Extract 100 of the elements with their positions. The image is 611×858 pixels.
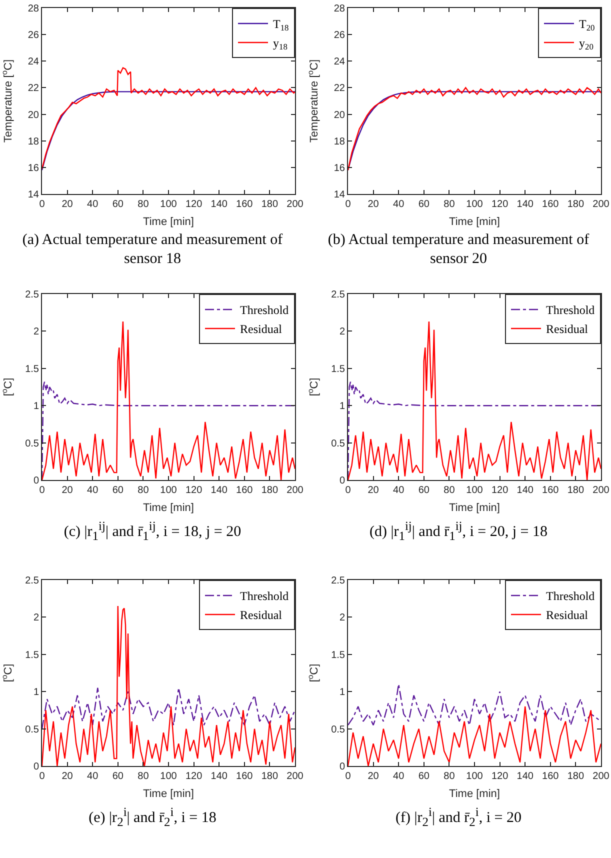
- x-tick-label: 60: [112, 485, 124, 496]
- x-tick-label: 160: [236, 485, 254, 496]
- x-tick-label: 160: [542, 199, 560, 210]
- x-tick-label: 160: [236, 199, 254, 210]
- y-tick-label: 24: [28, 56, 40, 68]
- legend-label: Threshold: [240, 589, 289, 604]
- y-tick-label: 1: [33, 401, 40, 412]
- x-tick-label: 200: [592, 199, 610, 210]
- y-tick-label: 22: [28, 83, 40, 94]
- y-tick-label: 1: [339, 687, 346, 698]
- x-tick-label: 40: [87, 771, 99, 782]
- line-series: [42, 605, 295, 766]
- x-tick-label: 100: [160, 199, 178, 210]
- y-tick-label: 20: [334, 110, 346, 121]
- x-tick-label: 60: [418, 771, 430, 782]
- legend-label: T$_{18}$: [273, 17, 289, 33]
- y-tick-label: 1.5: [331, 364, 346, 375]
- x-tick-label: 60: [112, 199, 124, 210]
- text: (d) |r$_{1}$$^{ij}$| and r̄$_{1}$$^{ij}$, i = 20, j = 18: [368, 518, 549, 545]
- y-tick-label: 0: [339, 476, 346, 486]
- y-tick-label: 14: [334, 190, 346, 200]
- text: (c) |r$_{1}$$^{ij}$| and r̄$_{1}$$^{ij}$, i = 18, j = 20: [62, 518, 242, 545]
- x-tick-label: 80: [444, 771, 456, 782]
- y-tick-label: 2: [339, 326, 346, 338]
- y-tick-label: 2.5: [25, 576, 40, 586]
- x-tick-label: 200: [592, 771, 610, 782]
- x-tick-label: 80: [444, 485, 456, 496]
- x-tick-label: 140: [516, 199, 534, 210]
- x-tick-label: 200: [286, 199, 304, 210]
- x-tick-label: 140: [210, 771, 228, 782]
- line-series: [348, 320, 601, 480]
- x-axis-title: Time [min]: [449, 788, 500, 800]
- line-series: [42, 91, 295, 171]
- x-tick-label: 160: [542, 771, 560, 782]
- x-tick-label: 80: [138, 771, 150, 782]
- text: (f) |r$_{2}$$^{i}$| and r̄$_{2}$$^{i}$, i = 20: [394, 804, 522, 831]
- legend-label: Residual: [240, 322, 283, 336]
- line-series: [42, 320, 295, 480]
- x-tick-label: 100: [160, 771, 178, 782]
- x-tick-label: 200: [286, 771, 304, 782]
- y-tick-label: 0.5: [331, 724, 346, 736]
- y-tick-label: 18: [334, 136, 346, 148]
- x-tick-label: 140: [210, 199, 228, 210]
- legend-label: y$_{20}$: [579, 36, 594, 52]
- legend-label: Residual: [546, 322, 589, 336]
- x-tick-label: 140: [516, 771, 534, 782]
- y-tick-label: 1.5: [25, 364, 40, 375]
- y-tick-label: 28: [334, 4, 346, 14]
- y-tick-label: 14: [28, 190, 40, 200]
- x-tick-label: 180: [261, 199, 278, 210]
- x-tick-label: 180: [567, 199, 584, 210]
- y-tick-label: 1: [339, 401, 346, 412]
- y-tick-label: 2.5: [331, 290, 346, 300]
- x-tick-label: 100: [466, 199, 484, 210]
- x-tick-label: 20: [62, 485, 74, 496]
- x-tick-label: 40: [393, 199, 405, 210]
- y-tick-label: 16: [334, 162, 346, 174]
- y-tick-label: 2: [33, 326, 40, 338]
- y-tick-label: 1.5: [25, 650, 40, 661]
- x-axis-title: Time [min]: [449, 502, 500, 514]
- text: (e) |r$_{2}$$^{i}$| and r̄$_{2}$$^{i}$, i = 18: [88, 804, 218, 831]
- legend-label: Threshold: [240, 303, 289, 318]
- y-tick-label: 2.5: [25, 290, 40, 300]
- x-tick-label: 180: [567, 771, 584, 782]
- x-tick-label: 100: [466, 771, 484, 782]
- y-tick-label: 24: [334, 56, 346, 68]
- y-tick-label: 0: [33, 762, 40, 772]
- x-tick-label: 100: [466, 485, 484, 496]
- y-tick-label: 2: [33, 612, 40, 624]
- x-tick-label: 120: [185, 485, 203, 496]
- y-tick-label: 26: [334, 30, 346, 42]
- y-tick-label: 26: [28, 30, 40, 42]
- line-series: [348, 684, 601, 726]
- legend-label: Threshold: [546, 589, 595, 604]
- x-tick-label: 120: [491, 771, 509, 782]
- y-tick-label: 16: [28, 162, 40, 174]
- y-tick-label: 1.5: [331, 650, 346, 661]
- x-tick-label: 40: [393, 771, 405, 782]
- x-axis-title: Time [min]: [143, 216, 194, 228]
- x-tick-label: 180: [567, 485, 584, 496]
- x-tick-label: 20: [368, 199, 380, 210]
- y-tick-label: 0.5: [25, 438, 40, 450]
- x-tick-label: 40: [87, 199, 99, 210]
- x-tick-label: 80: [138, 485, 150, 496]
- x-tick-label: 180: [261, 485, 278, 496]
- x-tick-label: 60: [112, 771, 124, 782]
- line-series: [42, 67, 295, 170]
- x-tick-label: 200: [286, 485, 304, 496]
- text: (a) Actual temperature and measurement of sensor 18: [21, 231, 284, 269]
- y-tick-label: 2: [339, 612, 346, 624]
- y-tick-label: 20: [28, 110, 40, 121]
- y-tick-label: 0: [33, 476, 40, 486]
- legend-label: y$_{18}$: [273, 36, 288, 52]
- y-tick-label: 22: [334, 83, 346, 94]
- line-series: [348, 706, 601, 766]
- line-series: [42, 687, 295, 730]
- legend-label: T$_{20}$: [579, 17, 595, 33]
- y-tick-label: 28: [28, 4, 40, 14]
- x-tick-label: 120: [491, 485, 509, 496]
- x-tick-label: 60: [418, 199, 430, 210]
